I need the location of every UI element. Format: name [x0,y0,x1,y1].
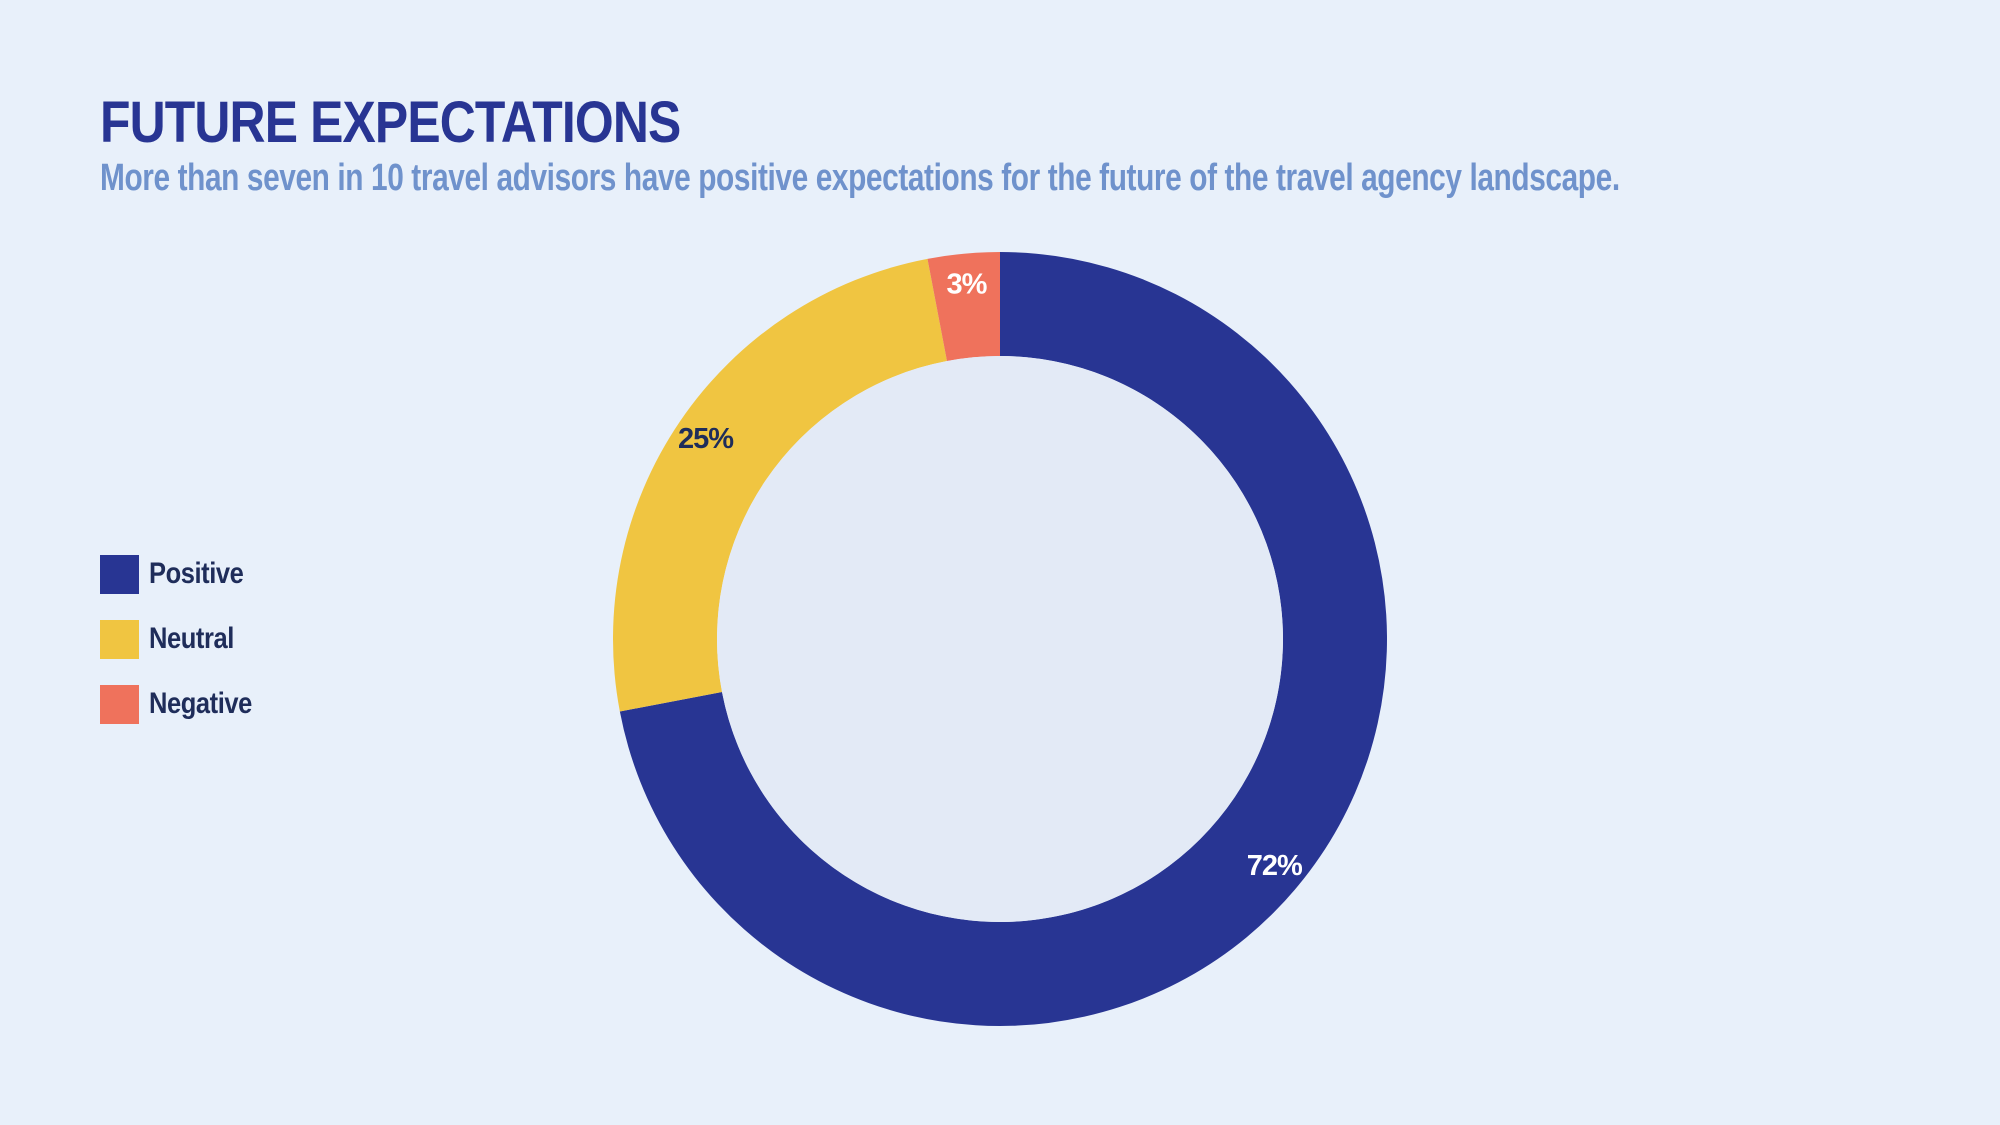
slice-label-negative: 3% [947,269,988,301]
legend-item-positive: Positive [100,554,270,594]
legend-item-negative: Negative [100,684,270,724]
legend-item-neutral: Neutral [100,619,270,659]
slice-label-positive: 72% [1247,850,1303,882]
legend-swatch-positive [100,554,139,594]
donut-hole [717,356,1283,922]
donut-slice-neutral [613,258,947,712]
chart-title: FUTURE EXPECTATIONS [100,90,681,155]
donut-slice-negative [927,252,1000,362]
chart-legend: Positive Neutral Negative [100,554,270,749]
legend-label-neutral: Neutral [149,622,234,655]
chart-subtitle: More than seven in 10 travel advisors ha… [100,157,1620,199]
legend-label-positive: Positive [149,557,244,590]
legend-swatch-negative [100,684,139,724]
slice-label-neutral: 25% [678,423,734,455]
legend-label-negative: Negative [149,687,252,720]
legend-swatch-neutral [100,619,139,659]
